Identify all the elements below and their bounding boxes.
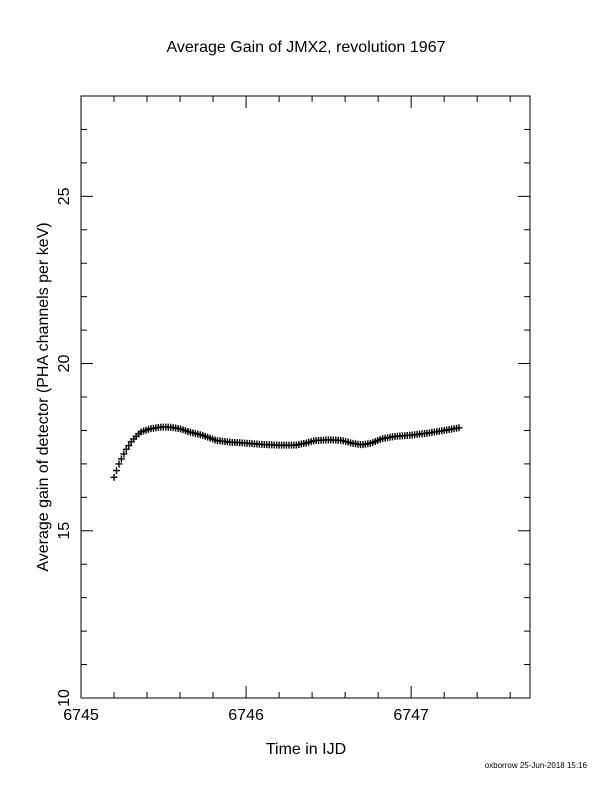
- y-tick-label: 15: [56, 522, 73, 540]
- x-tick-labels: 6745 6746 6747: [63, 707, 429, 724]
- data-point: [120, 450, 128, 458]
- x-tick-label: 6746: [228, 707, 264, 724]
- chart-title: Average Gain of JMX2, revolution 1967: [167, 39, 446, 56]
- axis-ticks: [80, 95, 530, 699]
- plot-frame: [80, 95, 531, 699]
- x-tick-label: 6747: [393, 707, 429, 724]
- y-axis-label: Average gain of detector (PHA channels p…: [35, 222, 52, 571]
- data-point: [122, 445, 130, 453]
- footer-credit: oxborrow 25-Jun-2018 15:16: [485, 761, 588, 770]
- data-point: [110, 473, 118, 481]
- x-tick-label: 6745: [63, 707, 99, 724]
- data-point: [117, 455, 125, 463]
- y-tick-label: 20: [56, 355, 73, 373]
- y-tick-label: 25: [56, 187, 73, 205]
- data-point: [125, 442, 133, 450]
- data-point: [112, 467, 120, 475]
- x-axis-label: Time in IJD: [266, 741, 346, 758]
- data-point: [455, 424, 463, 432]
- data-points: [110, 423, 463, 481]
- y-tick-labels: 10 15 20 25: [56, 187, 73, 707]
- data-point: [115, 460, 123, 468]
- y-tick-label: 10: [56, 689, 73, 707]
